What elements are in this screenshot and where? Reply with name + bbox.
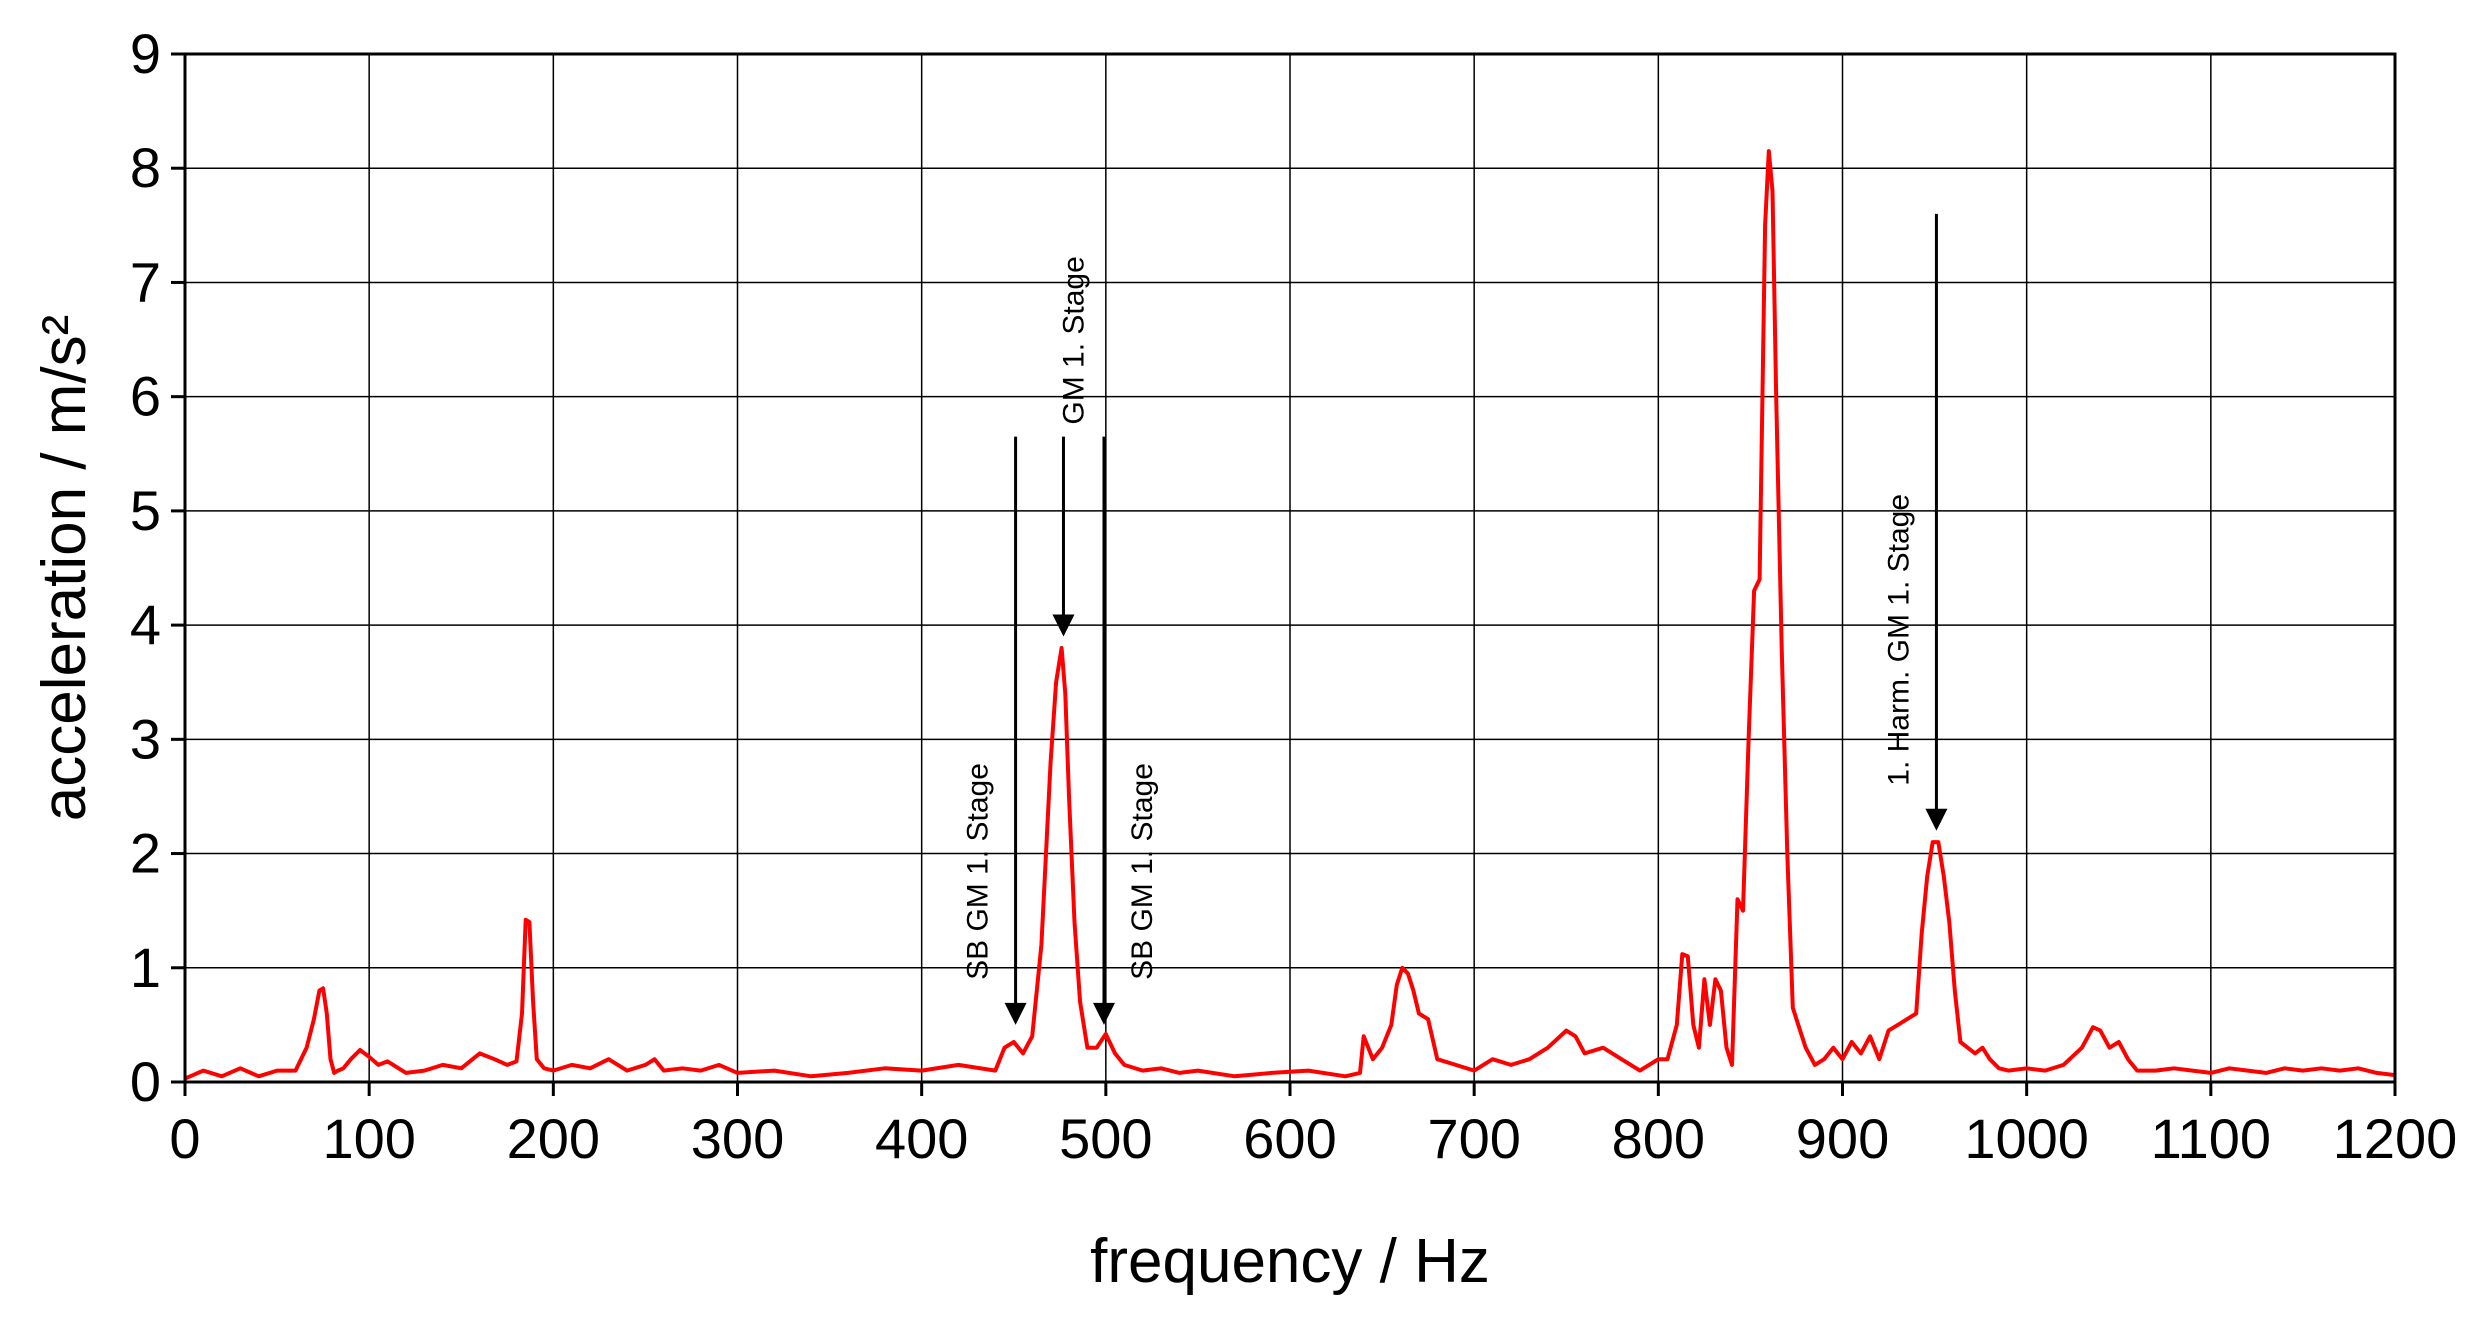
x-tick-label: 800 (1612, 1107, 1705, 1170)
y-tick-label: 5 (130, 479, 161, 542)
x-tick-label: 700 (1427, 1107, 1520, 1170)
axes-layer: 0 100 200 300 400 500 600 700 800 900 1000 1100 1200… (130, 22, 2457, 1170)
y-tick-label: 6 (130, 365, 161, 428)
annotation-layer: SB GM 1. Stage GM 1. Stage SB GM 1. Stage 1… (962, 213, 1948, 1025)
x-tick-label: 400 (875, 1107, 968, 1170)
y-tick-label: 9 (130, 22, 161, 85)
y-tick-label: 2 (130, 822, 161, 885)
x-tick-label: 500 (1059, 1107, 1152, 1170)
x-tick-label: 600 (1243, 1107, 1336, 1170)
x-tick-label: 1200 (2333, 1107, 2458, 1170)
x-tick-label: 200 (507, 1107, 600, 1170)
annotation-arrowhead (1004, 1002, 1027, 1025)
y-tick-label: 8 (130, 136, 161, 199)
y-tick-label: 3 (130, 707, 161, 770)
annotation-label: GM 1. Stage (1057, 256, 1090, 424)
x-tick-label: 1100 (2151, 1107, 2271, 1170)
annotation-arrowhead (1092, 1002, 1115, 1025)
x-tick-label: 100 (322, 1107, 415, 1170)
x-axis-title: frequency / Hz (1090, 1227, 1490, 1296)
x-tick-label: 0 (169, 1107, 200, 1170)
annotation-label: SB GM 1. Stage (1126, 763, 1159, 980)
y-tick-label: 1 (130, 936, 161, 999)
series-layer (184, 149, 2396, 1081)
y-tick-label: 0 (130, 1050, 161, 1113)
annotation-arrowhead (1052, 614, 1075, 637)
x-tick-label: 900 (1796, 1107, 1889, 1170)
series-line (184, 149, 2396, 1081)
y-tick-label: 7 (130, 250, 161, 313)
annotation-arrowhead (1925, 808, 1948, 831)
y-axis-title: acceleration / m/s² (30, 315, 99, 822)
x-tick-label: 1000 (1964, 1107, 2089, 1170)
grid-lines (185, 54, 2395, 1082)
annotation-label: SB GM 1. Stage (962, 763, 995, 980)
y-tick-label: 4 (130, 593, 161, 656)
annotation-label: 1. Harm. GM 1. Stage (1882, 494, 1915, 786)
x-tick-label: 300 (691, 1107, 784, 1170)
